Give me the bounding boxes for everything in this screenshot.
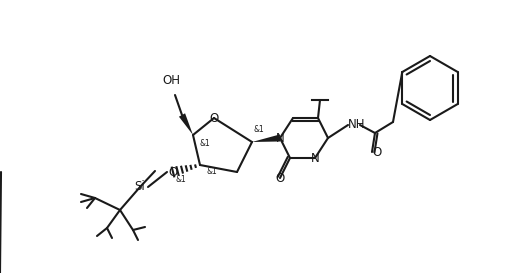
Text: NH: NH	[348, 118, 365, 132]
Text: Si: Si	[134, 180, 146, 194]
Text: N: N	[276, 132, 285, 144]
Text: &1: &1	[207, 167, 218, 176]
Polygon shape	[179, 113, 193, 135]
Text: &1: &1	[176, 176, 187, 185]
Text: &1: &1	[200, 138, 211, 147]
Text: O: O	[275, 171, 285, 185]
Text: O: O	[168, 165, 178, 179]
Text: OH: OH	[162, 73, 180, 87]
Text: O: O	[209, 111, 219, 124]
Text: O: O	[372, 146, 381, 159]
Polygon shape	[252, 135, 280, 142]
Text: &1: &1	[254, 126, 265, 135]
Text: N: N	[310, 152, 319, 165]
